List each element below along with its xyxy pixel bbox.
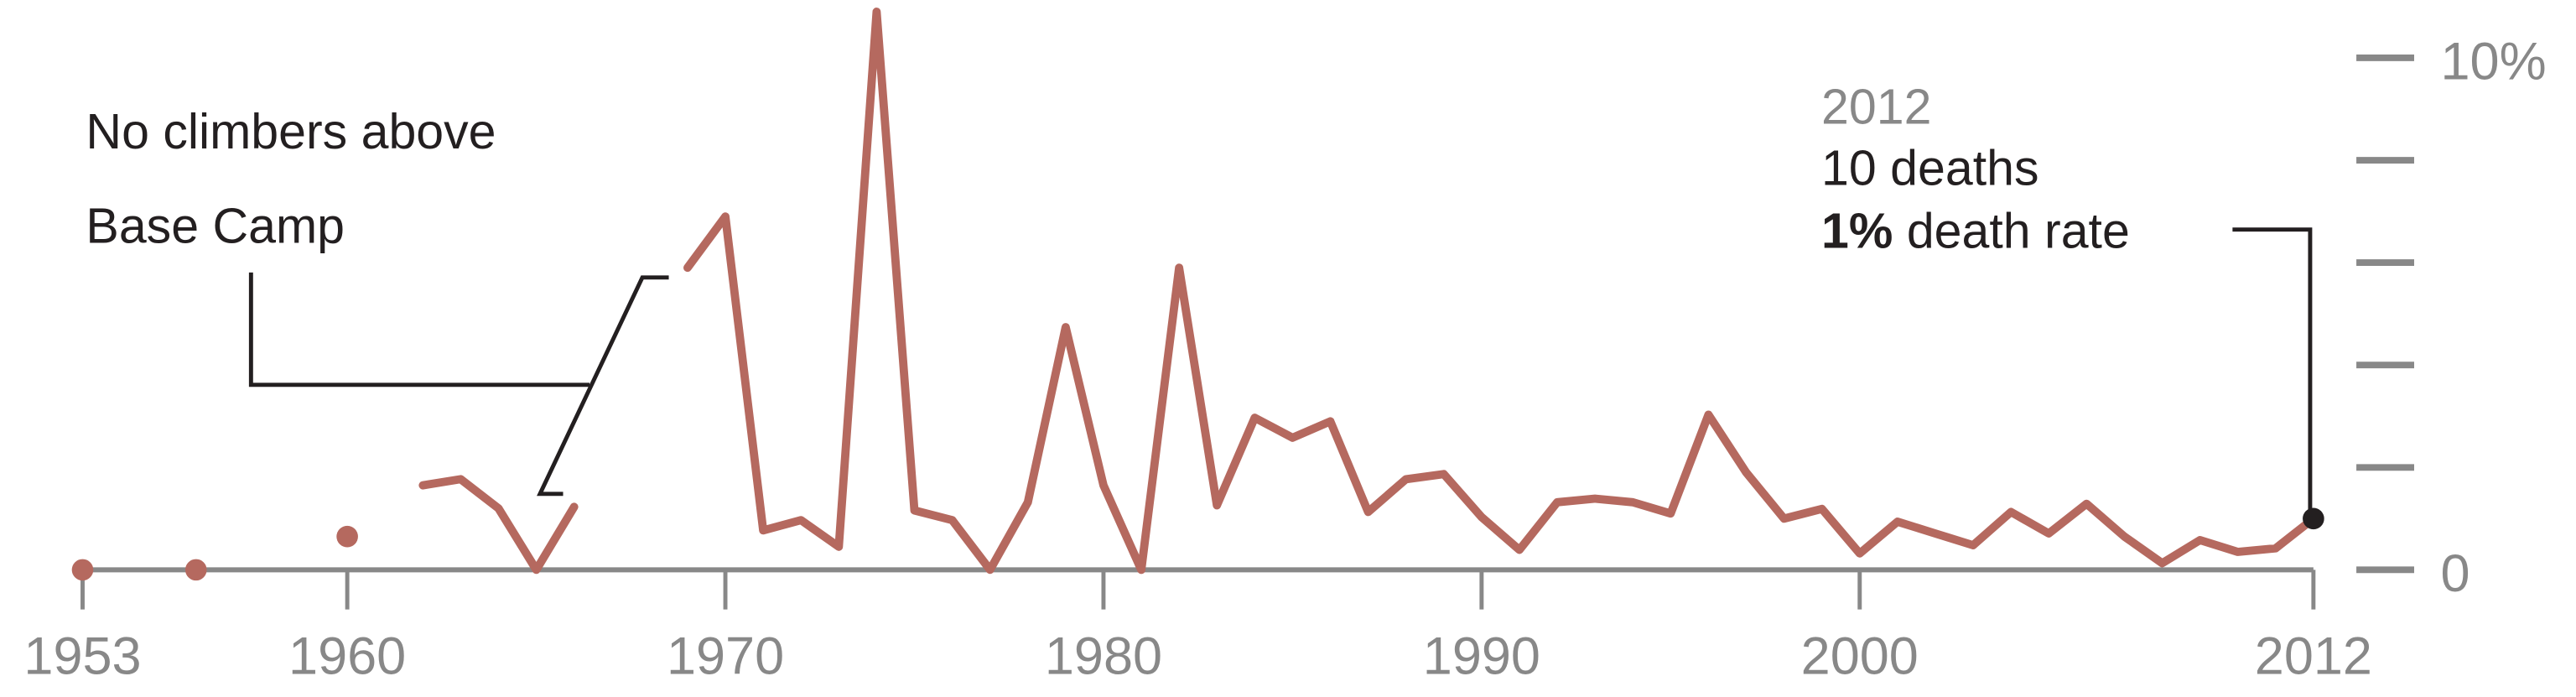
highlight-marker (2303, 507, 2324, 530)
highlight-leader (2232, 227, 2313, 516)
x-tick-label: 1970 (667, 627, 784, 685)
y-axis: 0 10% (2356, 33, 2547, 603)
x-tick-label: 2000 (1801, 627, 1919, 685)
highlight-rate-value: 1% (1821, 203, 1893, 258)
annotation-bracket (537, 275, 669, 497)
highlight-year: 2012 (1821, 80, 1931, 135)
x-tick-label: 1953 (23, 627, 141, 685)
y-tick-label: 10% (2440, 33, 2546, 91)
x-tick-label: 1980 (1045, 627, 1162, 685)
highlight-rate-label: death rate (1893, 203, 2129, 258)
annotation-line-2: Base Camp (86, 198, 345, 253)
data-point (71, 559, 94, 581)
x-tick-label: 1990 (1423, 627, 1540, 685)
highlight-rate: 1% death rate (1821, 203, 2130, 258)
series-segment (683, 8, 2318, 575)
data-point (336, 525, 358, 548)
y-tick-label: 0 (2440, 544, 2470, 603)
data-point (184, 559, 207, 581)
highlight-deaths: 10 deaths (1821, 141, 2038, 196)
no-climbers-annotation: No climbers above Base Camp (86, 104, 669, 497)
series-line (71, 8, 2318, 581)
x-axis: 1953 1960 1970 1980 1990 2000 2012 (23, 567, 2372, 685)
series-segment (418, 475, 579, 575)
highlight-2012-annotation: 2012 10 deaths 1% death rate (1821, 80, 2313, 516)
annotation-leader (248, 272, 590, 388)
x-tick-label: 2012 (2255, 627, 2372, 685)
x-tick-label: 1960 (288, 627, 406, 685)
annotation-line-1: No climbers above (86, 104, 496, 159)
